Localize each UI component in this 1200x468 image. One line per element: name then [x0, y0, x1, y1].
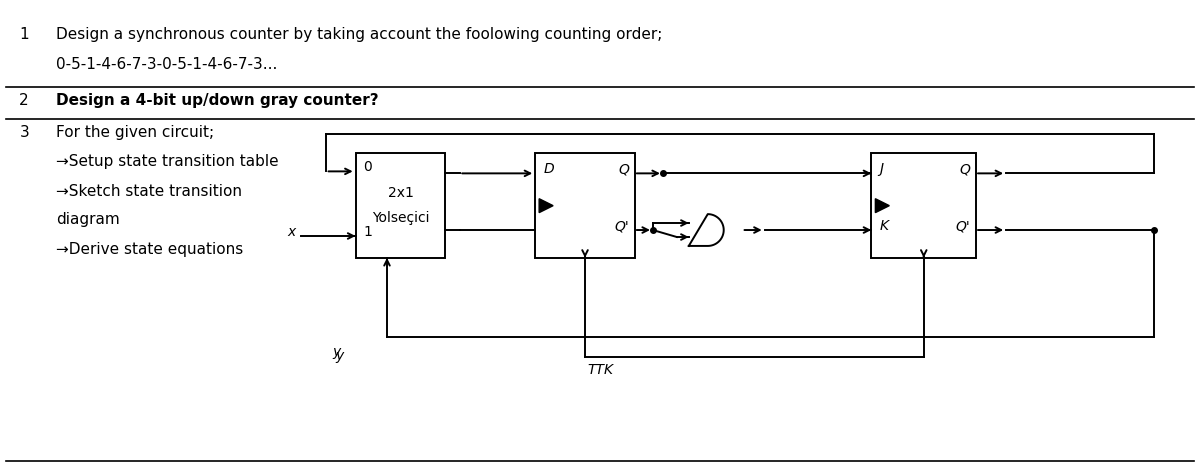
- Text: x: x: [288, 225, 295, 239]
- Bar: [355, 154, 445, 258]
- Text: →Setup state transition table: →Setup state transition table: [56, 154, 278, 169]
- Text: D: D: [544, 162, 553, 176]
- Text: Q': Q': [955, 219, 970, 233]
- Text: 1: 1: [19, 27, 29, 42]
- Text: diagram: diagram: [56, 212, 120, 227]
- Text: →Derive state equations: →Derive state equations: [56, 242, 244, 257]
- Text: For the given circuit;: For the given circuit;: [56, 124, 215, 139]
- Text: Q': Q': [614, 219, 629, 233]
- Bar: [871, 154, 976, 258]
- Polygon shape: [539, 199, 553, 212]
- Text: 2x1: 2x1: [388, 186, 414, 200]
- Text: y: y: [335, 349, 343, 363]
- Text: J: J: [880, 162, 883, 176]
- Polygon shape: [689, 214, 724, 246]
- Text: TTK: TTK: [587, 363, 613, 377]
- Text: Design a 4-bit up/down gray counter?: Design a 4-bit up/down gray counter?: [56, 93, 379, 108]
- Text: →Sketch state transition: →Sketch state transition: [56, 184, 242, 199]
- Polygon shape: [875, 199, 889, 212]
- Text: Q: Q: [618, 162, 629, 176]
- Bar: [535, 154, 635, 258]
- Text: K: K: [880, 219, 888, 233]
- Text: Yolseçici: Yolseçici: [372, 211, 430, 225]
- Text: 2: 2: [19, 93, 29, 108]
- Text: y: y: [332, 345, 341, 359]
- Text: 0: 0: [364, 161, 372, 175]
- Text: Design a synchronous counter by taking account the foolowing counting order;: Design a synchronous counter by taking a…: [56, 27, 662, 42]
- Text: 1: 1: [364, 225, 372, 239]
- Text: 3: 3: [19, 124, 29, 139]
- Text: 0-5-1-4-6-7-3-0-5-1-4-6-7-3...: 0-5-1-4-6-7-3-0-5-1-4-6-7-3...: [56, 57, 277, 72]
- Text: Q: Q: [959, 162, 970, 176]
